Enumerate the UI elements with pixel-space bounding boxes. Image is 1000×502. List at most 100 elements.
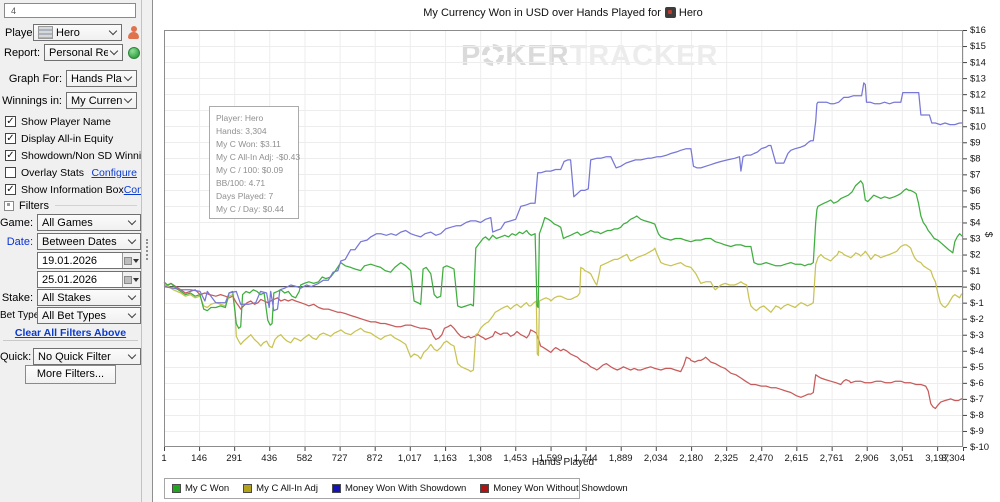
svg-text:$6: $6	[970, 186, 981, 197]
date-from-row: 19.01.2026	[0, 252, 141, 269]
date-to-row: 25.01.2026	[0, 271, 141, 288]
report-label: Report:	[4, 46, 41, 59]
svg-text:2,470: 2,470	[749, 453, 773, 464]
watermark-tracker: TRACKER	[569, 40, 719, 72]
svg-text:$7: $7	[970, 170, 981, 181]
date-label: Date:	[6, 235, 33, 248]
svg-text:$15: $15	[970, 41, 986, 52]
checkbox[interactable]: ✓	[5, 133, 16, 144]
legend-label: Money Won With Showdown	[344, 483, 467, 494]
checkbox-row-overlay-stats[interactable]: Overlay Stats Configure	[0, 164, 141, 181]
stake-select[interactable]: All Stakes	[37, 289, 141, 306]
svg-text:2,034: 2,034	[644, 453, 668, 464]
checkbox-label: Showdown/Non SD Winnings	[21, 149, 159, 162]
chevron-down-icon	[109, 46, 119, 56]
checkbox[interactable]	[5, 167, 16, 178]
divider	[3, 340, 138, 341]
configure-overlay-link[interactable]: Configure	[91, 166, 137, 179]
collapse-section-icon[interactable]	[4, 200, 14, 211]
more-filters-row: More Filters...	[0, 363, 141, 385]
winnings-in-row: Winnings in: My Currency	[0, 92, 141, 109]
svg-text:$4: $4	[970, 218, 981, 229]
checkbox-label: Display All-in Equity	[21, 132, 114, 145]
svg-text:3,197: 3,197	[925, 453, 949, 464]
refresh-report-icon[interactable]	[128, 46, 140, 59]
checkbox-row-show-info-box[interactable]: ✓ Show Information Box Configure	[0, 181, 169, 198]
section-divider	[54, 205, 137, 206]
legend-label: Money Won Without Showdown	[493, 483, 628, 494]
clear-all-filters-link[interactable]: Clear All Filters Above	[14, 326, 127, 339]
date-filter-row: Date: Between Dates	[0, 233, 141, 250]
chart-legend: My C Won My C All-In Adj Money Won With …	[164, 478, 628, 499]
svg-text:1,017: 1,017	[398, 453, 422, 464]
dropdown-arrow-icon	[133, 277, 139, 282]
calendar-dropdown-button[interactable]	[122, 253, 140, 268]
chevron-down-icon	[127, 235, 137, 245]
legend-label: My C Won	[185, 483, 230, 494]
svg-text:$12: $12	[970, 89, 986, 100]
info-line: My C / Day: $0.44	[216, 204, 285, 214]
game-select[interactable]: All Games	[37, 214, 141, 231]
player-value: Hero	[56, 26, 80, 39]
dropdown-arrow-icon	[133, 258, 139, 263]
legend-item: My C Won	[172, 483, 229, 494]
watermark-p: P	[461, 40, 482, 72]
sidebar-top-box[interactable]: 4	[4, 3, 136, 18]
legend-swatch-without-showdown	[480, 484, 490, 493]
game-label: Game:	[0, 216, 34, 229]
svg-text:1,744: 1,744	[574, 453, 598, 464]
checkbox-row-display-all-in-equity[interactable]: ✓ Display All-in Equity	[0, 130, 141, 147]
player-row: Player: Hero	[0, 24, 141, 41]
svg-text:$-6: $-6	[970, 378, 984, 389]
calendar-dropdown-button[interactable]	[122, 272, 140, 287]
sidebar-splitter[interactable]	[141, 0, 152, 502]
svg-text:$-9: $-9	[970, 426, 984, 437]
sidebar: 4 Player: Hero Report: Personal Results …	[0, 0, 169, 502]
more-filters-button[interactable]: More Filters...	[24, 364, 117, 384]
quick-filter-value: No Quick Filter	[38, 350, 111, 363]
quick-filter-select[interactable]: No Quick Filter	[33, 348, 141, 365]
svg-text:1,889: 1,889	[609, 453, 633, 464]
graph-for-label: Graph For:	[8, 72, 62, 85]
svg-text:$5: $5	[970, 202, 981, 213]
date-to-value: 25.01.2026	[42, 273, 98, 286]
report-select[interactable]: Personal Results	[44, 44, 123, 61]
checkbox[interactable]: ✓	[5, 116, 16, 127]
player-select[interactable]: Hero	[33, 24, 122, 41]
graph-for-select[interactable]: Hands Played	[66, 70, 137, 87]
svg-text:$8: $8	[970, 154, 981, 165]
legend-item: My C All-In Adj	[243, 483, 318, 494]
player-manager-icon[interactable]	[127, 25, 140, 40]
bet-type-value: All Bet Types	[42, 309, 106, 322]
quick-label: Quick:	[0, 350, 32, 363]
date-mode-select[interactable]: Between Dates	[37, 233, 141, 250]
date-mode-value: Between Dates	[42, 235, 117, 248]
svg-text:$10: $10	[970, 121, 986, 132]
checkbox[interactable]: ✓	[5, 184, 16, 195]
bet-type-select[interactable]: All Bet Types	[37, 307, 141, 324]
checkbox-label: Show Player Name	[21, 115, 111, 128]
legend-item: Money Won Without Showdown	[480, 483, 628, 494]
checkbox-row-showdown-nonsd[interactable]: ✓ Showdown/Non SD Winnings	[0, 147, 158, 164]
checkbox[interactable]: ✓	[5, 150, 16, 161]
svg-text:$16: $16	[970, 25, 986, 36]
chevron-down-icon	[123, 94, 133, 104]
filters-section-header[interactable]: Filters	[0, 197, 141, 214]
chart-title-text: My Currency Won in USD over Hands Played…	[423, 7, 661, 19]
stake-label: Stake:	[1, 291, 33, 304]
filters-header-label: Filters	[19, 199, 49, 212]
svg-text:1,453: 1,453	[503, 453, 527, 464]
player-thumbnail-icon	[38, 26, 53, 39]
date-from-value: 19.01.2026	[42, 254, 98, 267]
date-from-field[interactable]: 19.01.2026	[37, 252, 141, 269]
date-to-field[interactable]: 25.01.2026	[37, 271, 141, 288]
winnings-in-select[interactable]: My Currency	[66, 92, 137, 109]
legend-label: My C All-In Adj	[256, 483, 318, 494]
svg-text:727: 727	[332, 453, 348, 464]
svg-text:$9: $9	[970, 137, 981, 148]
svg-text:$-3: $-3	[970, 330, 984, 341]
info-line: My C Won: $3.11	[216, 139, 281, 149]
checkbox-row-show-player-name[interactable]: ✓ Show Player Name	[0, 113, 141, 130]
svg-text:436: 436	[261, 453, 277, 464]
legend-swatch-my-c-won	[172, 484, 181, 493]
